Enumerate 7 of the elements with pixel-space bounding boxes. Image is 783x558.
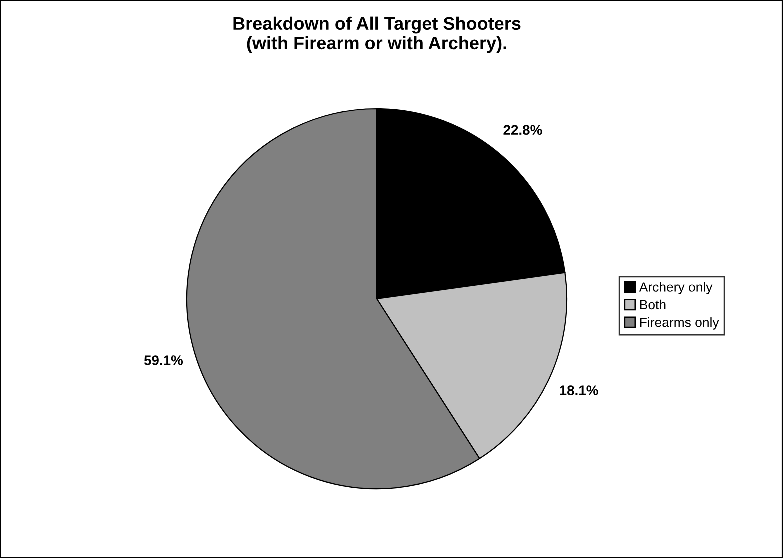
data-label: 22.8%	[504, 125, 542, 136]
legend-label: Archery only	[639, 282, 713, 295]
legend-label: Both	[640, 300, 666, 310]
chart-title: Breakdown of All Target Shooters (with Firearm or with Archery).	[234, 16, 521, 54]
data-label: 18.1%	[560, 386, 598, 396]
data-label: 59.1%	[144, 356, 184, 366]
legend-label: Firearms only	[640, 318, 720, 330]
